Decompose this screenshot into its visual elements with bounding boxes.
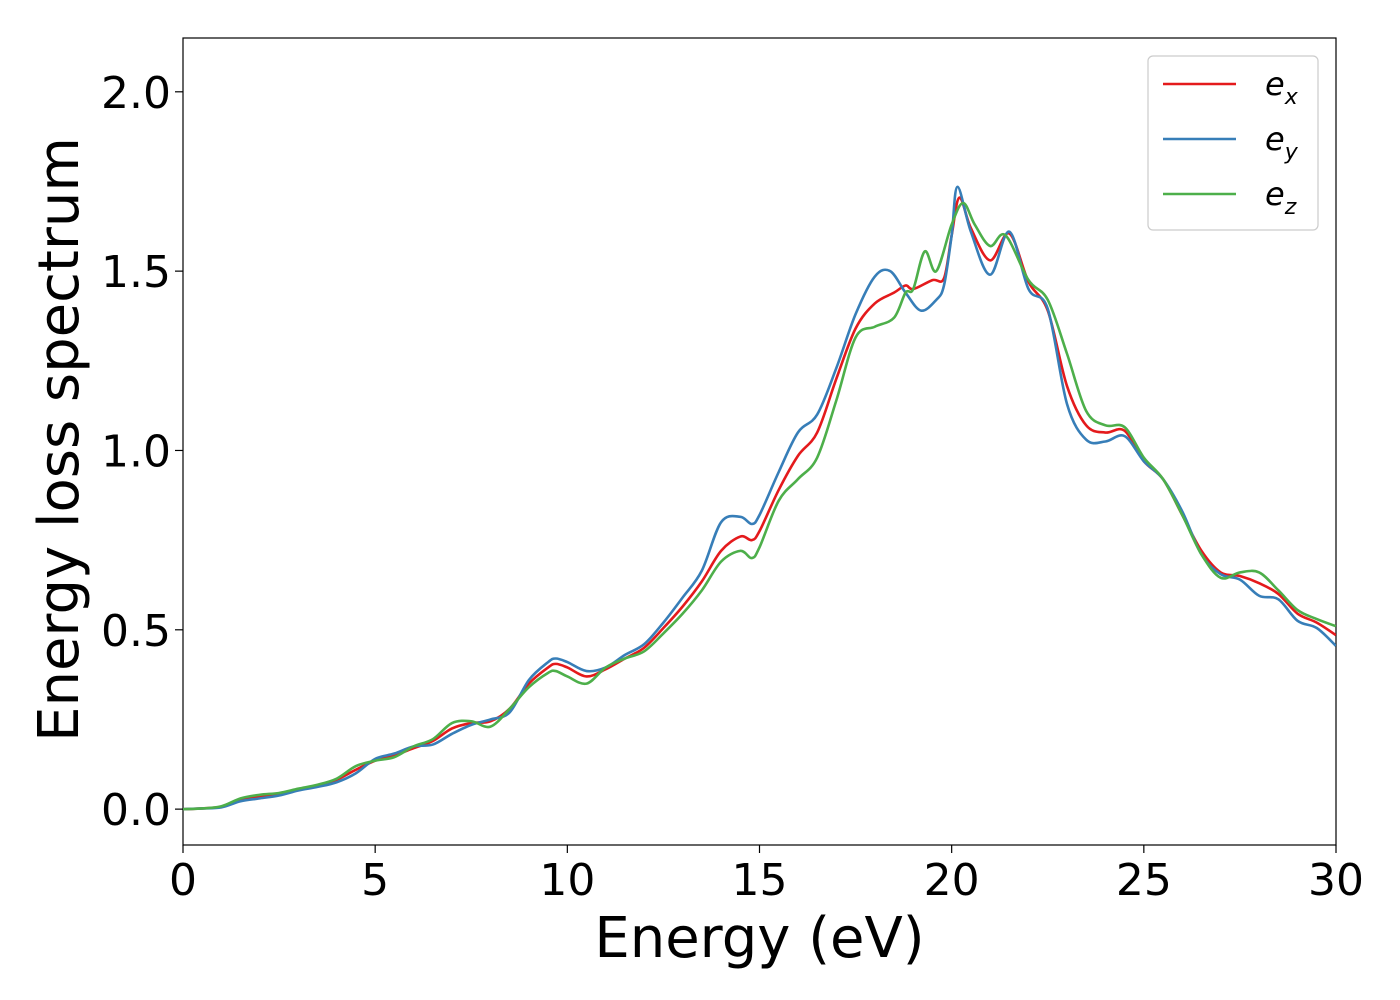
x-tick-label: 20 [924,855,980,906]
series-layer [183,185,1336,811]
legend-label-base: e [1265,120,1285,158]
legend-label-base: e [1265,65,1285,103]
legend-label-subscript: z [1284,195,1297,220]
legend-label-e-x: ex [1265,65,1299,110]
x-axis: 0 5 10 15 20 25 30 [169,845,1364,906]
legend-label-e-y: ey [1265,120,1299,165]
y-axis: 0.0 0.5 1.0 1.5 2.0 [101,68,183,836]
y-tick-label: 0.0 [101,785,171,836]
x-axis-title: Energy (eV) [594,906,924,971]
legend-box [1147,55,1319,231]
y-tick-label: 2.0 [101,68,171,119]
x-tick-label: 30 [1308,855,1364,906]
x-tick-label: 10 [539,855,595,906]
legend-label-e-z: ez [1265,175,1297,220]
x-tick-label: 0 [169,855,197,906]
x-tick-label: 25 [1116,855,1172,906]
y-axis-title: Energy loss spectrum [27,137,92,742]
y-tick-label: 1.0 [101,426,171,477]
legend-label-subscript: x [1284,85,1299,110]
y-tick-label: 1.5 [101,247,171,298]
series-line-e-z [183,201,1336,811]
x-tick-label: 15 [732,855,788,906]
series-line-e-y [183,185,1336,811]
y-tick-label: 0.5 [101,606,171,657]
series-line-e-x [183,196,1336,811]
legend-label-base: e [1265,175,1285,213]
legend-label-subscript: y [1284,140,1299,165]
x-tick-label: 5 [361,855,389,906]
